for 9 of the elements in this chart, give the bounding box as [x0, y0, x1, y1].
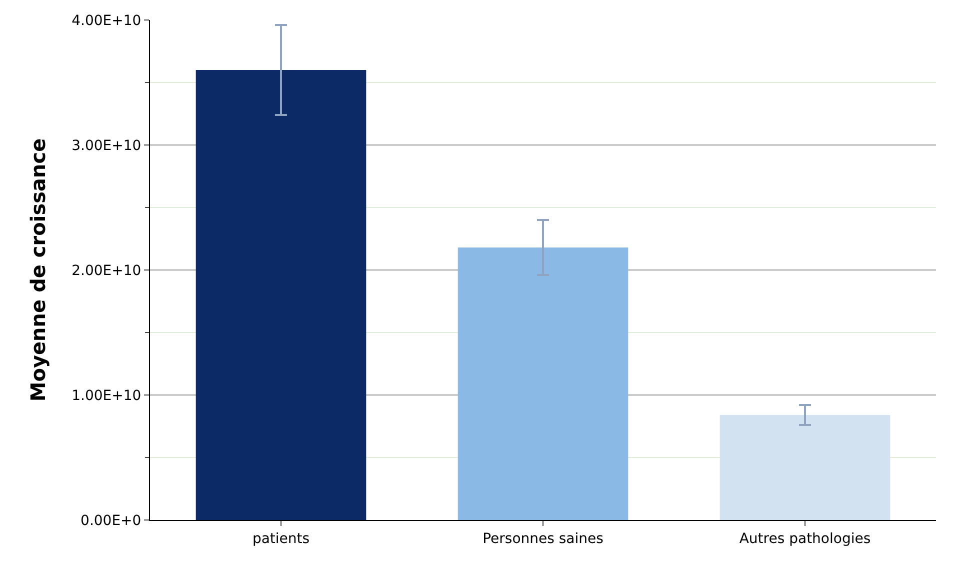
y-tick-label: 1.00E+10 [72, 388, 142, 404]
x-tick-label: Personnes saines [482, 530, 604, 547]
x-tick-label: patients [252, 530, 310, 547]
x-tick-label: Autres pathologies [739, 530, 871, 547]
y-axis-title: Moyenne de croissance [26, 138, 50, 402]
y-tick-label: 3.00E+10 [72, 138, 142, 154]
y-tick-label: 4.00E+10 [72, 12, 142, 29]
y-tick-label: 0.00E+0 [80, 512, 142, 529]
y-tick-label: 2.00E+10 [72, 262, 142, 279]
